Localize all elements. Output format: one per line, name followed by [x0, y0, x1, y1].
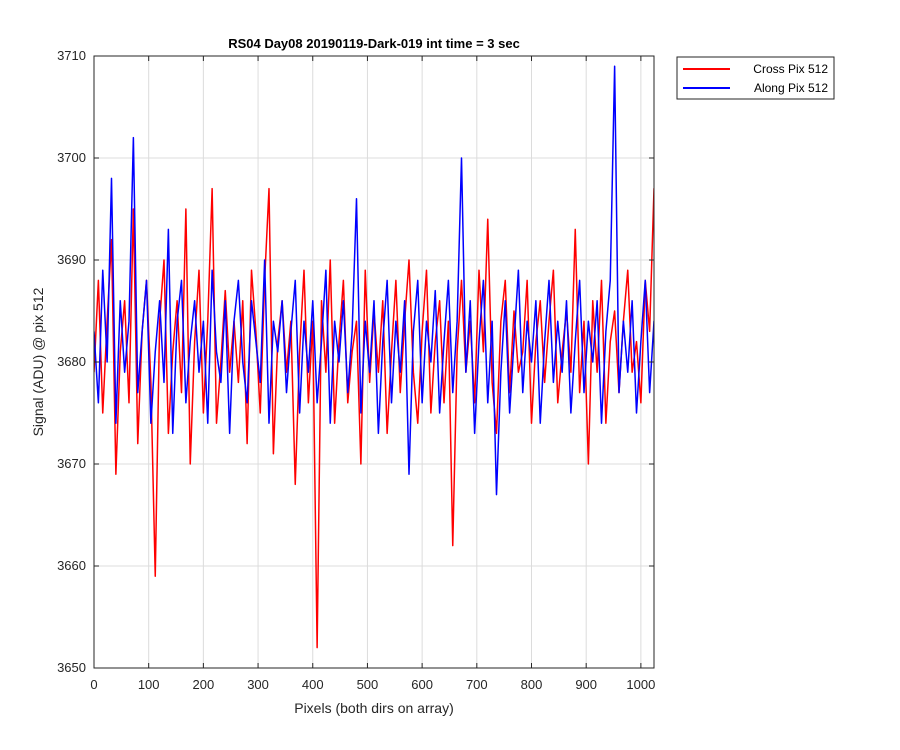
y-tick-label: 3660 — [57, 558, 86, 573]
x-tick-label: 500 — [357, 677, 379, 692]
x-tick-label: 800 — [521, 677, 543, 692]
x-tick-label: 400 — [302, 677, 324, 692]
y-tick-label: 3670 — [57, 456, 86, 471]
y-axis: 3650 3660 3670 3680 3690 3700 3710 — [57, 48, 654, 675]
x-tick-label: 700 — [466, 677, 488, 692]
series-line-along — [94, 65, 654, 496]
x-tick-label: 0 — [90, 677, 97, 692]
y-tick-label: 3680 — [57, 354, 86, 369]
y-tick-label: 3710 — [57, 48, 86, 63]
x-axis: 0 100 200 300 400 500 600 700 800 900 1000 — [90, 56, 655, 692]
x-tick-label: 200 — [193, 677, 215, 692]
y-tick-label: 3650 — [57, 660, 86, 675]
chart-title: RS04 Day08 20190119-Dark-019 int time = … — [228, 36, 520, 51]
legend-label-along: Along Pix 512 — [754, 81, 828, 95]
x-tick-label: 300 — [247, 677, 269, 692]
series-line-cross — [94, 187, 654, 649]
x-axis-label: Pixels (both dirs on array) — [294, 700, 454, 716]
y-tick-label: 3700 — [57, 150, 86, 165]
legend-box — [676, 56, 835, 100]
y-tick-label: 3690 — [57, 252, 86, 267]
legend: Cross Pix 512 Along Pix 512 — [676, 56, 835, 100]
series-layer — [94, 65, 654, 649]
x-tick-label: 1000 — [626, 677, 655, 692]
y-axis-label: Signal (ADU) @ pix 512 — [30, 287, 46, 436]
x-tick-label: 600 — [411, 677, 433, 692]
x-tick-label: 100 — [138, 677, 160, 692]
x-tick-label: 900 — [575, 677, 597, 692]
legend-label-cross: Cross Pix 512 — [753, 62, 828, 76]
